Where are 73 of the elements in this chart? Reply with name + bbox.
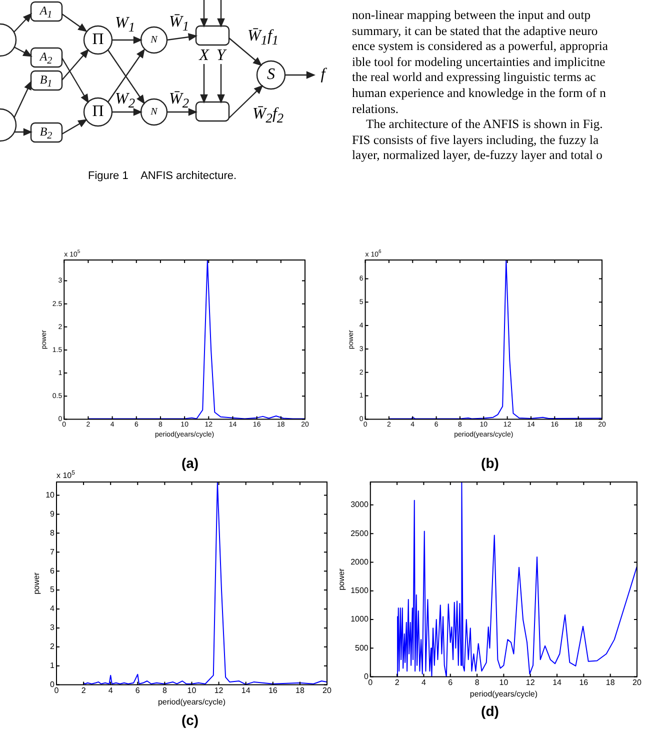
text: X bbox=[199, 47, 209, 65]
text: S bbox=[267, 66, 275, 84]
x-tick-label: 2 bbox=[81, 686, 86, 695]
x-tick-label: 20 bbox=[632, 678, 642, 687]
text: Y bbox=[216, 47, 226, 65]
text: B$_{1}$ bbox=[40, 72, 52, 90]
text: FIS consists of five layers including, the fuzzy la bbox=[352, 132, 599, 148]
x-tick-label: 2 bbox=[394, 678, 400, 687]
y-tick-label: 2 bbox=[50, 642, 56, 652]
y-tick-label: 10 bbox=[46, 490, 56, 500]
y-tick-label: 6 bbox=[50, 566, 56, 576]
text: W$_{2}$ bbox=[115, 90, 135, 112]
text: Π bbox=[92, 31, 104, 49]
x-tick-label: 8 bbox=[162, 686, 168, 695]
x-tick-label: 18 bbox=[295, 686, 305, 695]
text: A$_{1}$ bbox=[40, 3, 52, 21]
text: W$_{1}$ bbox=[115, 14, 135, 36]
y-tick-label: 2500 bbox=[350, 528, 369, 538]
text: layer, normalized layer, de-fuzzy layer and total o bbox=[352, 148, 602, 164]
x-tick-label: 10 bbox=[499, 678, 509, 687]
text: the real world and expressing linguistic terms ac bbox=[352, 70, 596, 86]
text: non-linear mapping between the input and outp bbox=[352, 8, 591, 23]
text: (c) bbox=[181, 712, 199, 728]
text: N bbox=[150, 106, 158, 118]
x-tick-label: 8 bbox=[474, 678, 480, 687]
text: W̄$_{2}$ bbox=[169, 90, 189, 112]
x-tick-label: 14 bbox=[241, 686, 251, 695]
text: (b) bbox=[481, 455, 499, 471]
x-tick-label: 4 bbox=[421, 678, 426, 687]
text: W̄$_{2}$f$_{2}$ bbox=[252, 105, 284, 127]
y-axis-title: power bbox=[337, 568, 346, 590]
text: Figure 1 ANFIS architecture. bbox=[88, 170, 237, 182]
x-tick-label: 10 bbox=[187, 686, 197, 695]
text: A$_{2}$ bbox=[40, 49, 52, 67]
x-tick-label: 16 bbox=[579, 678, 589, 687]
y-tick-label: 9 bbox=[50, 509, 56, 518]
text: The architecture of the ANFIS is shown in Fig. bbox=[365, 117, 603, 132]
text: W̄$_{1}$f$_{1}$ bbox=[247, 27, 279, 49]
x-axis-title: period(years/cycle) bbox=[470, 689, 538, 698]
text: relations. bbox=[352, 102, 399, 117]
text: W̄$_{1}$ bbox=[169, 13, 189, 35]
y-tick-label: 3000 bbox=[350, 500, 369, 510]
text: ible tool for modeling uncertainties and implicitne bbox=[352, 54, 606, 70]
y-tick-label: 2000 bbox=[350, 557, 369, 566]
text: B$_{2}$ bbox=[40, 124, 52, 142]
x-tick-label: 20 bbox=[322, 686, 332, 695]
text: f bbox=[320, 66, 326, 84]
x-tick-label: 6 bbox=[448, 678, 454, 687]
y-tick-label: 4 bbox=[50, 604, 56, 614]
y-tick-label: 500 bbox=[355, 643, 369, 652]
text: (d) bbox=[481, 703, 499, 719]
x-tick-label: 18 bbox=[606, 678, 616, 687]
x-tick-label: 16 bbox=[268, 686, 278, 695]
y-tick-label: 1500 bbox=[350, 586, 369, 596]
y-tick-label: 8 bbox=[50, 528, 56, 538]
y-tick-label: 1 bbox=[50, 661, 56, 670]
y-tick-label: 3 bbox=[50, 623, 56, 632]
text: Π bbox=[92, 103, 104, 121]
text: human experience and knowledge in the form of n bbox=[352, 86, 606, 101]
y-tick-label: 1000 bbox=[350, 614, 369, 624]
x-tick-label: 12 bbox=[214, 686, 224, 695]
x-tick-label: 14 bbox=[552, 678, 562, 687]
y-tick-label: 7 bbox=[50, 547, 56, 556]
x-tick-label: 12 bbox=[526, 678, 536, 687]
text: (a) bbox=[181, 455, 199, 471]
text: ence system is considered as a powerful, appropria bbox=[352, 39, 608, 54]
text: N bbox=[150, 34, 158, 46]
x-axis-title: period(years/cycle) bbox=[158, 697, 226, 706]
y-axis-title: power bbox=[32, 572, 42, 594]
x-tick-label: 4 bbox=[108, 686, 114, 695]
y-tick-label: 5 bbox=[50, 585, 56, 594]
x-tick-label: 6 bbox=[135, 686, 140, 695]
text: summary, it can be stated that the adaptive neuro bbox=[352, 24, 598, 39]
